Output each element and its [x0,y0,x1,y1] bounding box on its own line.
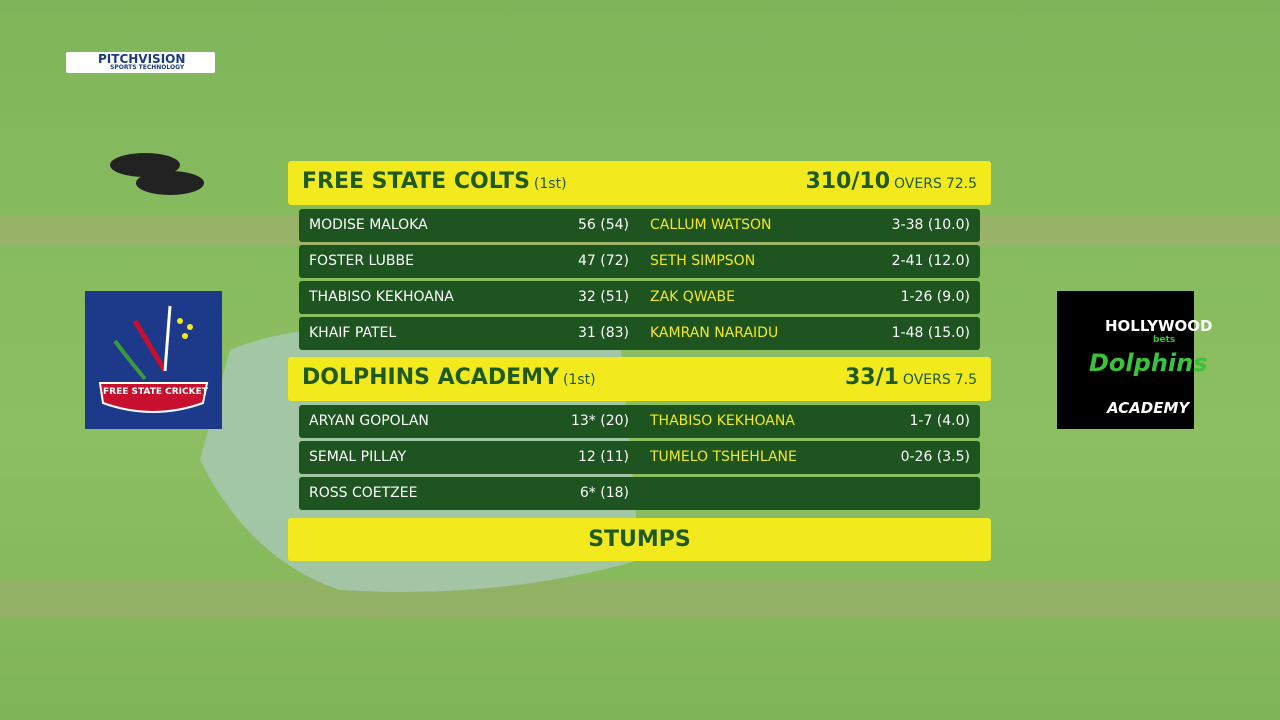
bowler-figures: 1-26 (9.0) [900,289,970,305]
broadcast-logo: PITCHVISION SPORTS TECHNOLOGY [66,52,215,73]
match-status: STUMPS [288,518,991,561]
innings-number: (1st) [562,372,596,388]
batter-score: 12 (11) [577,449,629,465]
batter-name: FOSTER LUBBE [309,253,414,269]
player-row: MODISE MALOKA 56 (54) CALLUM WATSON 3-38 (1… [299,209,980,242]
bowler-name: KAMRAN NARAIDU [650,325,779,341]
innings-number: (1st) [533,176,567,192]
overs: 72.5 [945,176,977,192]
overs-label: OVERS [902,372,951,388]
home-logo: FREE STATE CRICKET [85,291,222,429]
player-row: SEMAL PILLAY 12 (11) TUMELO TSHEHLANE 0-26 … [299,441,980,474]
team-name: DOLPHINS ACADEMY [302,365,559,390]
batter-score: 32 (51) [577,289,629,305]
home-logo-art [98,305,209,413]
away-logo-line2: bets [1153,335,1176,345]
player-row: THABISO KEKHOANA 32 (51) ZAK QWABE 1-26 (9.… [299,281,980,314]
innings-header: FREE STATE COLTS (1st) 310/10 OVERS 72.5 [288,161,991,205]
batter-score: 56 (54) [577,217,629,233]
batter-name: THABISO KEKHOANA [309,289,454,305]
away-logo-line3: Dolphins [1089,349,1208,377]
batter-score: 47 (72) [577,253,629,269]
away-logo-line4: ACADEMY [1107,399,1190,417]
bowler-figures: 2-41 (12.0) [891,253,970,269]
logo-name: PITCHVISION [98,52,186,66]
batter-name: ARYAN GOPOLAN [309,413,429,429]
away-logo-line1: HOLLYWOOD [1105,317,1213,335]
bowler-figures: 3-38 (10.0) [891,217,970,233]
team-score: 310/10 [805,169,891,194]
score-block: 33/1 OVERS 7.5 [845,365,977,390]
player-row: FOSTER LUBBE 47 (72) SETH SIMPSON 2-41 (12.… [299,245,980,278]
innings-header: DOLPHINS ACADEMY (1st) 33/1 OVERS 7.5 [288,357,991,401]
score-block: 310/10 OVERS 72.5 [805,169,977,194]
bowler-figures: 1-48 (15.0) [891,325,970,341]
bowler-figures: 1-7 (4.0) [909,413,970,429]
bowler-figures: 0-26 (3.5) [900,449,970,465]
team-block: FREE STATE COLTS (1st) [302,169,567,194]
player-row: KHAIF PATEL 31 (83) KAMRAN NARAIDU 1-48 (15… [299,317,980,350]
team-name: FREE STATE COLTS [302,169,530,194]
logo-tagline: SPORTS TECHNOLOGY [110,64,185,71]
team-score: 33/1 [844,365,899,390]
home-logo-text: FREE STATE CRICKET [103,387,208,397]
team-block: DOLPHINS ACADEMY (1st) [302,365,596,390]
batter-name: KHAIF PATEL [309,325,397,341]
bowler-name: SETH SIMPSON [650,253,756,269]
away-logo: HOLLYWOOD bets Dolphins ACADEMY [1057,291,1212,429]
batter-score: 6* (18) [579,485,629,501]
player-row: ROSS COETZEE 6* (18) [299,477,980,510]
overs: 7.5 [954,372,977,388]
bowler-name: ZAK QWABE [650,289,735,305]
bowler-name: TUMELO TSHEHLANE [650,449,797,465]
batter-name: ROSS COETZEE [309,485,418,501]
batter-name: SEMAL PILLAY [309,449,407,465]
bowler-name: THABISO KEKHOANA [650,413,795,429]
batter-score: 13* (20) [570,413,629,429]
batter-score: 31 (83) [577,325,629,341]
player-row: ARYAN GOPOLAN 13* (20) THABISO KEKHOANA 1-7… [299,405,980,438]
overs-label: OVERS [894,176,942,192]
bowler-name: CALLUM WATSON [650,217,772,233]
batter-name: MODISE MALOKA [309,217,428,233]
